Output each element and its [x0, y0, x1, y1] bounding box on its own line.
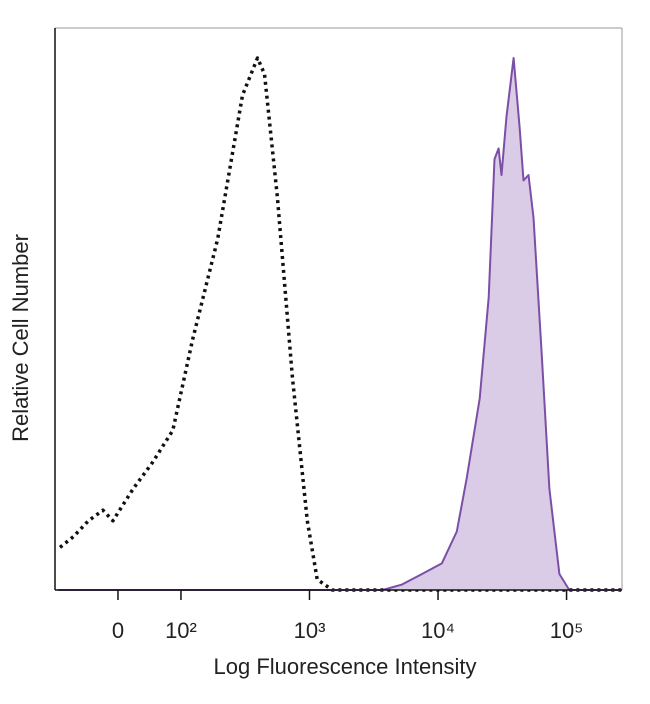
x-tick-label: 10⁵: [550, 618, 584, 643]
histogram-line: [58, 56, 622, 592]
x-axis-label: Log Fluorescence Intensity: [214, 654, 477, 679]
x-tick-label: 10³: [294, 618, 326, 643]
y-axis-label: Relative Cell Number: [8, 234, 33, 442]
x-tick-label: 0: [112, 618, 124, 643]
x-tick-label: 10⁴: [421, 618, 455, 643]
histogram-area: [58, 58, 622, 590]
x-tick-label: 10²: [165, 618, 197, 643]
histogram-line: [58, 57, 622, 591]
